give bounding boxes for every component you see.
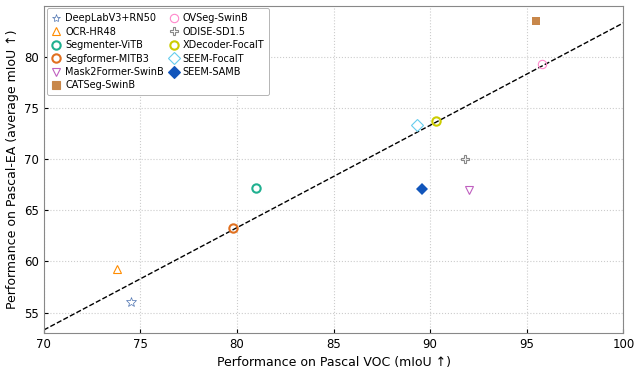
Y-axis label: Performance on Pascal-EA (average mIoU ↑): Performance on Pascal-EA (average mIoU ↑…: [6, 30, 19, 309]
X-axis label: Performance on Pascal VOC (mIoU ↑): Performance on Pascal VOC (mIoU ↑): [216, 357, 451, 369]
Legend: DeepLabV3+RN50, OCR-HR48, Segmenter-ViTB, Segformer-MITB3, Mask2Former-SwinB, CA: DeepLabV3+RN50, OCR-HR48, Segmenter-ViTB…: [47, 9, 269, 95]
